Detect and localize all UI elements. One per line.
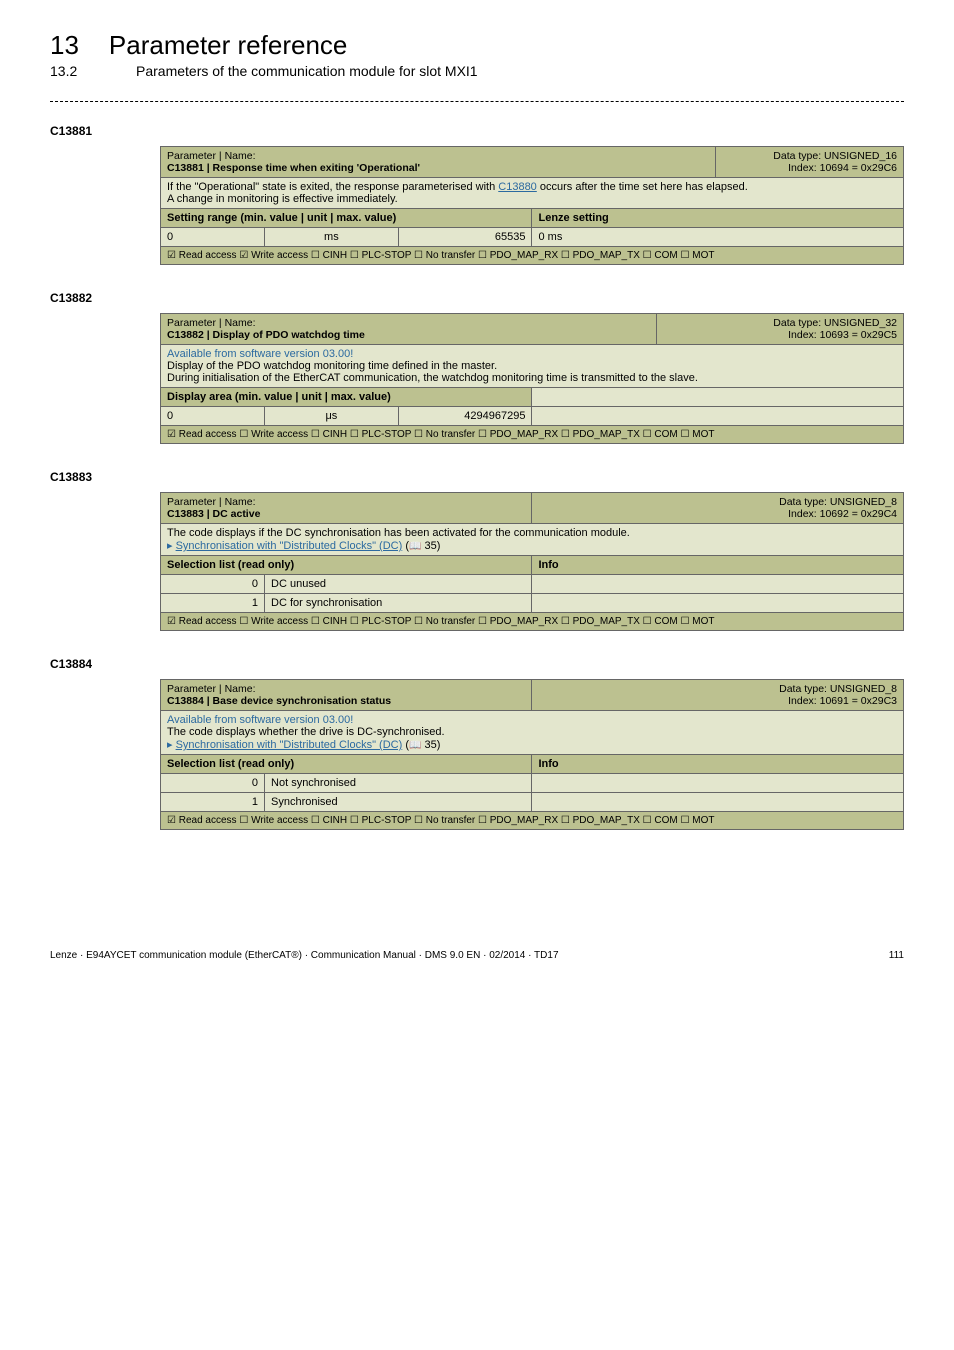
param-hdr-title: C13881 | Response time when exiting 'Ope… xyxy=(167,162,420,174)
param-code-label: C13881 xyxy=(50,124,904,138)
unit-value: μs xyxy=(265,407,399,426)
param-block-c13883: Parameter | Name: C13883 | DC active Dat… xyxy=(160,492,904,631)
page-ref: ( 35) xyxy=(405,739,440,751)
page-ref: ( 35) xyxy=(405,540,440,552)
param-block-c13884: Parameter | Name: C13884 | Base device s… xyxy=(160,679,904,830)
desc-line1: The code displays whether the drive is D… xyxy=(167,726,445,738)
param-hdr-title: C13882 | Display of PDO watchdog time xyxy=(167,329,365,341)
setting-range-label: Setting range (min. value | unit | max. … xyxy=(161,209,532,228)
param-block-c13882: Parameter | Name: C13882 | Display of PD… xyxy=(160,313,904,444)
param-type: Data type: UNSIGNED_8 xyxy=(779,496,897,508)
sel-text: Not synchronised xyxy=(265,774,532,793)
section-number: 13 xyxy=(50,30,79,61)
param-hdr-left: Parameter | Name: xyxy=(167,150,256,162)
param-block-c13881: Parameter | Name: C13881 | Response time… xyxy=(160,146,904,265)
sync-link[interactable]: Synchronisation with "Distributed Clocks… xyxy=(176,739,403,751)
unit-value: ms xyxy=(265,228,399,247)
access-flags: ☑ Read access ☐ Write access ☐ CINH ☐ PL… xyxy=(161,426,904,444)
arrow-icon: ▸ xyxy=(167,739,176,751)
page-icon xyxy=(409,739,421,751)
desc-line2: During initialisation of the EtherCAT co… xyxy=(167,372,698,384)
selection-list-label: Selection list (read only) xyxy=(161,556,532,575)
max-value: 4294967295 xyxy=(398,407,532,426)
sel-text: DC for synchronisation xyxy=(265,594,532,613)
min-value: 0 xyxy=(161,228,265,247)
param-hdr-left: Parameter | Name: xyxy=(167,317,256,329)
lenze-setting-label: Lenze setting xyxy=(532,209,904,228)
info-label: Info xyxy=(532,556,904,575)
desc-line2: A change in monitoring is effective imme… xyxy=(167,193,398,205)
subsection-number: 13.2 xyxy=(50,63,106,79)
param-code-label: C13883 xyxy=(50,470,904,484)
sel-idx: 1 xyxy=(161,594,265,613)
param-hdr-title: C13883 | DC active xyxy=(167,508,260,520)
lenze-value: 0 ms xyxy=(532,228,904,247)
desc-line1: Display of the PDO watchdog monitoring t… xyxy=(167,360,497,372)
sync-link[interactable]: Synchronisation with "Distributed Clocks… xyxy=(176,540,403,552)
param-index: Index: 10691 = 0x29C3 xyxy=(788,695,897,707)
access-flags: ☑ Read access ☐ Write access ☐ CINH ☐ PL… xyxy=(161,613,904,631)
param-index: Index: 10694 = 0x29C6 xyxy=(788,162,897,174)
desc-pre: If the "Operational" state is exited, th… xyxy=(167,181,498,193)
sel-idx: 1 xyxy=(161,793,265,812)
desc-line1: The code displays if the DC synchronisat… xyxy=(167,527,630,539)
page-number: 111 xyxy=(889,950,904,961)
param-index: Index: 10692 = 0x29C4 xyxy=(788,508,897,520)
availability-note: Available from software version 03.00! xyxy=(167,348,353,360)
param-code-label: C13884 xyxy=(50,657,904,671)
separator xyxy=(50,101,904,102)
availability-note: Available from software version 03.00! xyxy=(167,714,353,726)
access-flags: ☑ Read access ☑ Write access ☐ CINH ☐ PL… xyxy=(161,247,904,265)
access-flags: ☑ Read access ☐ Write access ☐ CINH ☐ PL… xyxy=(161,812,904,830)
param-index: Index: 10693 = 0x29C5 xyxy=(788,329,897,341)
sel-text: DC unused xyxy=(265,575,532,594)
max-value: 65535 xyxy=(398,228,532,247)
subsection-title: Parameters of the communication module f… xyxy=(136,63,478,79)
display-area-label: Display area (min. value | unit | max. v… xyxy=(161,388,532,407)
param-hdr-left: Parameter | Name: xyxy=(167,683,256,695)
info-label: Info xyxy=(532,755,904,774)
footer-left: Lenze · E94AYCET communication module (E… xyxy=(50,950,559,961)
selection-list-label: Selection list (read only) xyxy=(161,755,532,774)
param-type: Data type: UNSIGNED_32 xyxy=(773,317,897,329)
param-code-label: C13882 xyxy=(50,291,904,305)
page-icon xyxy=(409,540,421,552)
desc-link[interactable]: C13880 xyxy=(498,181,537,193)
sel-idx: 0 xyxy=(161,575,265,594)
param-type: Data type: UNSIGNED_16 xyxy=(773,150,897,162)
page-footer: Lenze · E94AYCET communication module (E… xyxy=(50,950,904,961)
min-value: 0 xyxy=(161,407,265,426)
param-hdr-title: C13884 | Base device synchronisation sta… xyxy=(167,695,391,707)
page-header: 13 Parameter reference 13.2 Parameters o… xyxy=(50,30,904,79)
sel-text: Synchronised xyxy=(265,793,532,812)
param-hdr-left: Parameter | Name: xyxy=(167,496,256,508)
arrow-icon: ▸ xyxy=(167,540,176,552)
sel-idx: 0 xyxy=(161,774,265,793)
desc-post: occurs after the time set here has elaps… xyxy=(537,181,748,193)
section-title: Parameter reference xyxy=(109,30,347,61)
param-type: Data type: UNSIGNED_8 xyxy=(779,683,897,695)
